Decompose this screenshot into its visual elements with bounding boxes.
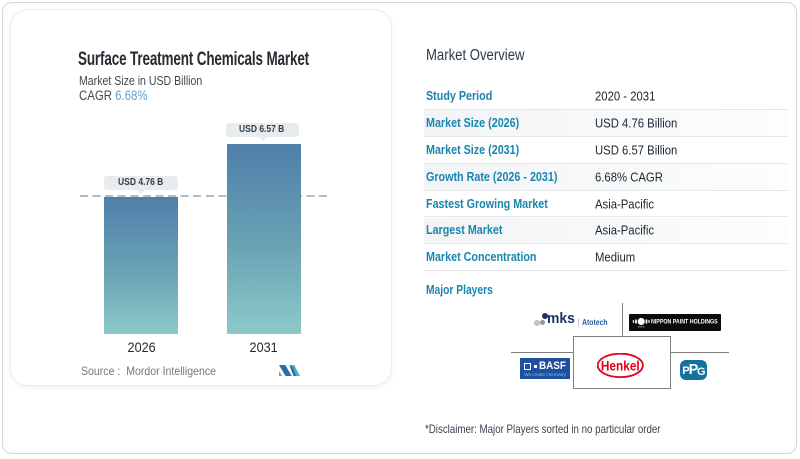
svg-text:Henkel: Henkel [601,358,640,373]
